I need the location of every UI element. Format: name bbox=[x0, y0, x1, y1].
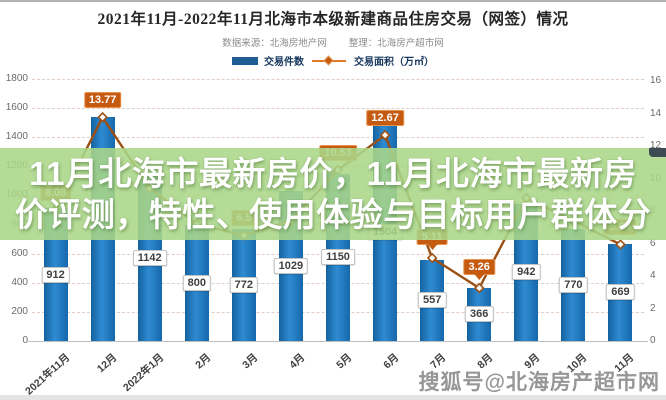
data-source-note: 数据来源：北海房地产网 bbox=[222, 38, 327, 49]
bar-series-swatch bbox=[232, 56, 258, 65]
x-axis-label: 4月 bbox=[287, 351, 308, 372]
y-axis-label-right: 12 bbox=[650, 140, 662, 151]
bar-value-chip: 942 bbox=[512, 264, 541, 281]
gridline bbox=[32, 137, 644, 139]
x-axis-label: 8月 bbox=[475, 351, 496, 372]
bar-value-chip: 1029 bbox=[273, 258, 309, 275]
bar-value-chip: 912 bbox=[41, 266, 70, 283]
bar-value-chip: 1150 bbox=[321, 249, 355, 266]
bar-value-chip: 366 bbox=[465, 306, 494, 323]
y-axis-label-right: 2 bbox=[650, 302, 656, 314]
y-axis-label-left: 400 bbox=[11, 276, 28, 288]
x-axis-label: 6月 bbox=[381, 351, 402, 372]
line-value-chip: 3.26 bbox=[463, 259, 495, 281]
line-series-swatch bbox=[312, 55, 346, 65]
y-axis-label-left: 200 bbox=[11, 305, 28, 317]
top-border bbox=[0, 0, 666, 2]
x-axis-label: 2月 bbox=[192, 351, 214, 372]
watermark: 搜狐号@北海房产超市网 bbox=[418, 371, 660, 394]
y-axis-label-right: 4 bbox=[650, 270, 656, 281]
line-value-chip: 12.67 bbox=[366, 110, 404, 127]
bar-series-label: 交易件数 bbox=[264, 57, 304, 68]
y-axis-label-right: 14 bbox=[650, 107, 662, 119]
x-axis-label: 3月 bbox=[240, 351, 261, 372]
line-value-chip: 13.77 bbox=[83, 92, 122, 109]
chart-subtitle: 数据来源：北海房地产网 整理：北海房产超市网 bbox=[0, 35, 666, 49]
bar-value-chip: 557 bbox=[417, 292, 447, 309]
y-axis-label-right: 16 bbox=[650, 75, 662, 86]
y-axis-label-left: 1400 bbox=[5, 131, 28, 143]
x-axis-label: 7月 bbox=[428, 351, 449, 372]
chip-pointer bbox=[474, 274, 485, 281]
gridline bbox=[32, 108, 644, 110]
y-axis-label-right: 0 bbox=[650, 335, 656, 346]
y-axis-label-right: 6 bbox=[650, 237, 656, 249]
headline-overlay-band: 11月北海市最新房价，11月北海市最新房 价评测，特性、使用体验与目标用户群体分 bbox=[0, 148, 666, 240]
bar-value-chip: 669 bbox=[606, 284, 635, 301]
y-axis-label-left: 1600 bbox=[5, 102, 28, 114]
chip-pointer bbox=[427, 243, 438, 250]
x-axis-label: 11月 bbox=[612, 351, 637, 375]
bar-value-chip: 1142 bbox=[132, 249, 167, 266]
y-axis-label-left: 1800 bbox=[5, 73, 28, 84]
overlay-corner-tab bbox=[649, 148, 666, 157]
headline-line-2: 价评测，特性、使用体验与目标用户群体分 bbox=[14, 196, 652, 233]
x-axis-label: 5月 bbox=[334, 351, 355, 372]
chart-title: 2021年11月-2022年11月北海市本级新建商品住房交易（网签）情况 bbox=[97, 11, 569, 28]
bottom-strip bbox=[0, 395, 666, 400]
line-series-label: 交易面积（万㎡） bbox=[354, 57, 434, 68]
bar-value-chip: 772 bbox=[229, 276, 259, 293]
headline-line-1: 11月北海市最新房价，11月北海市最新房 bbox=[29, 155, 637, 192]
bar-value-chip: 800 bbox=[182, 274, 211, 291]
x-axis-label: 12月 bbox=[94, 351, 119, 376]
y-axis-label-left: 600 bbox=[11, 247, 28, 259]
gridline bbox=[32, 79, 644, 80]
x-axis-label: 10月 bbox=[565, 351, 590, 376]
y-axis-label-left: 0 bbox=[22, 335, 28, 346]
x-axis-line bbox=[28, 341, 648, 342]
bar-value-chip: 770 bbox=[559, 276, 588, 293]
x-axis-label: 9月 bbox=[522, 351, 543, 372]
editor-note: 整理：北海房产超市网 bbox=[348, 38, 444, 49]
chart-legend: 交易件数 交易面积（万㎡） bbox=[0, 53, 666, 68]
